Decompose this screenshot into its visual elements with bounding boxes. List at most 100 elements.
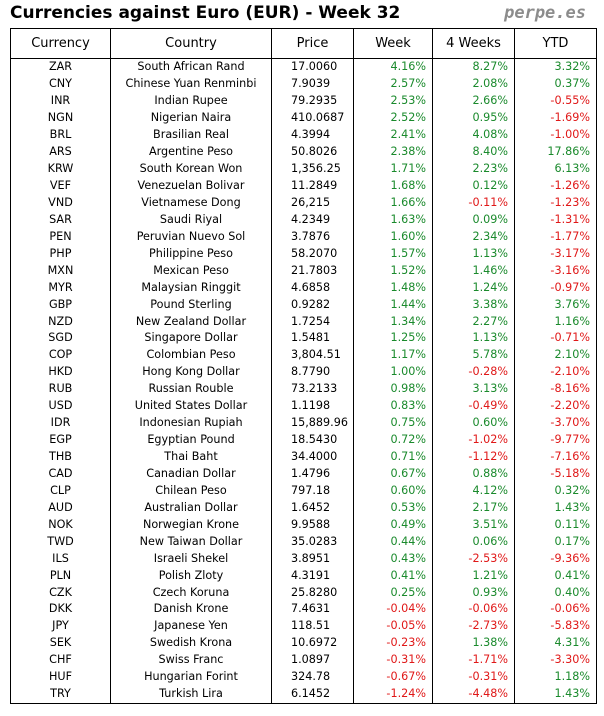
- four-weeks-change-cell: -0.31%: [432, 668, 515, 686]
- ytd-change-cell: -1.23%: [514, 194, 597, 212]
- four-weeks-change-cell: 3.51%: [432, 516, 515, 534]
- week-change-cell: 2.52%: [353, 109, 433, 127]
- four-weeks-change-cell: 1.13%: [432, 330, 515, 347]
- country-name-cell: Canadian Dollar: [110, 465, 272, 483]
- table-row: GBP Pound Sterling 0.9282 1.44% 3.38% 3.76%: [10, 296, 597, 314]
- brand-logo-text: perpe.es: [504, 3, 586, 23]
- country-name-cell: Chilean Peso: [110, 482, 272, 500]
- country-name-cell: Norwegian Krone: [110, 516, 272, 534]
- ytd-change-cell: 3.32%: [514, 58, 597, 76]
- ytd-change-cell: 1.18%: [514, 668, 597, 686]
- price-cell: 1.1198: [271, 397, 354, 415]
- week-change-cell: 1.66%: [353, 194, 433, 212]
- currency-code-cell: CLP: [10, 482, 111, 500]
- price-cell: 1.4796: [271, 465, 354, 483]
- price-cell: 17.0060: [271, 58, 354, 76]
- country-name-cell: Hong Kong Dollar: [110, 363, 272, 381]
- ytd-change-cell: 0.41%: [514, 567, 597, 585]
- country-name-cell: Mexican Peso: [110, 262, 272, 280]
- ytd-change-cell: -0.71%: [514, 330, 597, 347]
- price-cell: 6.1452: [271, 685, 354, 704]
- country-name-cell: Australian Dollar: [110, 499, 272, 517]
- currency-code-cell: PHP: [10, 245, 111, 263]
- table-row: ILS Israeli Shekel 3.8951 0.43% -2.53% -9.36%: [10, 550, 597, 568]
- currency-code-cell: SGD: [10, 330, 111, 347]
- four-weeks-change-cell: -0.49%: [432, 397, 515, 415]
- week-change-cell: 1.44%: [353, 296, 433, 314]
- country-name-cell: Colombian Peso: [110, 346, 272, 364]
- week-change-cell: -1.24%: [353, 685, 433, 704]
- ytd-change-cell: 6.13%: [514, 160, 597, 178]
- ytd-change-cell: -2.20%: [514, 397, 597, 415]
- ytd-change-cell: 0.37%: [514, 75, 597, 93]
- currency-code-cell: CNY: [10, 75, 111, 93]
- week-change-cell: 0.43%: [353, 550, 433, 568]
- price-cell: 1.5481: [271, 330, 354, 347]
- week-change-cell: 1.00%: [353, 363, 433, 381]
- price-cell: 21.7803: [271, 262, 354, 280]
- price-cell: 15,889.96: [271, 414, 354, 432]
- currency-code-cell: CZK: [10, 584, 111, 601]
- country-name-cell: Pound Sterling: [110, 296, 272, 314]
- four-weeks-change-cell: 0.06%: [432, 533, 515, 551]
- week-change-cell: 0.83%: [353, 397, 433, 415]
- table-row: NZD New Zealand Dollar 1.7254 1.34% 2.27% 1.1…: [10, 313, 597, 330]
- country-name-cell: Peruvian Nuevo Sol: [110, 228, 272, 246]
- four-weeks-change-cell: -2.53%: [432, 550, 515, 568]
- price-cell: 0.9282: [271, 296, 354, 314]
- table-row: COP Colombian Peso 3,804.51 1.17% 5.78% 2.10%: [10, 346, 597, 364]
- four-weeks-change-cell: 0.12%: [432, 177, 515, 195]
- price-cell: 1.0897: [271, 651, 354, 669]
- country-name-cell: Danish Krone: [110, 601, 272, 618]
- price-cell: 410.0687: [271, 109, 354, 127]
- currency-code-cell: CAD: [10, 465, 111, 483]
- table-row: SEK Swedish Krona 10.6972 -0.23% 1.38% 4.31%: [10, 634, 597, 652]
- header-country: Country: [110, 28, 272, 59]
- price-cell: 3.7876: [271, 228, 354, 246]
- four-weeks-change-cell: 2.34%: [432, 228, 515, 246]
- country-name-cell: United States Dollar: [110, 397, 272, 415]
- week-change-cell: -0.05%: [353, 617, 433, 635]
- currency-code-cell: KRW: [10, 160, 111, 178]
- price-cell: 4.3994: [271, 126, 354, 144]
- table-row: INR Indian Rupee 79.2935 2.53% 2.66% -0.55%: [10, 92, 597, 110]
- four-weeks-change-cell: 0.09%: [432, 211, 515, 229]
- ytd-change-cell: -1.69%: [514, 109, 597, 127]
- week-change-cell: 2.57%: [353, 75, 433, 93]
- country-name-cell: Russian Rouble: [110, 380, 272, 398]
- week-change-cell: -0.31%: [353, 651, 433, 669]
- four-weeks-change-cell: 8.40%: [432, 143, 515, 161]
- ytd-change-cell: -5.18%: [514, 465, 597, 483]
- currency-code-cell: MYR: [10, 279, 111, 297]
- currency-code-cell: COP: [10, 346, 111, 364]
- table-row: VND Vietnamese Dong 26,215 1.66% -0.11% -1.23…: [10, 194, 597, 212]
- country-name-cell: Swiss Franc: [110, 651, 272, 669]
- week-change-cell: 1.34%: [353, 313, 433, 330]
- currency-code-cell: USD: [10, 397, 111, 415]
- table-row: HKD Hong Kong Dollar 8.7790 1.00% -0.28% -2.1…: [10, 363, 597, 381]
- week-change-cell: 1.25%: [353, 330, 433, 347]
- table-row: TWD New Taiwan Dollar 35.0283 0.44% 0.06% 0.1…: [10, 533, 597, 551]
- four-weeks-change-cell: 0.60%: [432, 414, 515, 432]
- table-row: KRW South Korean Won 1,356.25 1.71% 2.23% 6.1…: [10, 160, 597, 178]
- currency-code-cell: INR: [10, 92, 111, 110]
- ytd-change-cell: -0.97%: [514, 279, 597, 297]
- header-week: Week: [353, 28, 433, 59]
- currency-code-cell: JPY: [10, 617, 111, 635]
- week-change-cell: 0.71%: [353, 448, 433, 466]
- country-name-cell: Vietnamese Dong: [110, 194, 272, 212]
- currency-code-cell: SEK: [10, 634, 111, 652]
- four-weeks-change-cell: 2.23%: [432, 160, 515, 178]
- country-name-cell: Turkish Lira: [110, 685, 272, 704]
- week-change-cell: 0.67%: [353, 465, 433, 483]
- price-cell: 11.2849: [271, 177, 354, 195]
- table-row: MYR Malaysian Ringgit 4.6858 1.48% 1.24% -0.9…: [10, 279, 597, 297]
- ytd-change-cell: -1.77%: [514, 228, 597, 246]
- currency-code-cell: CHF: [10, 651, 111, 669]
- week-change-cell: 1.48%: [353, 279, 433, 297]
- price-cell: 79.2935: [271, 92, 354, 110]
- week-change-cell: 0.75%: [353, 414, 433, 432]
- table-header-row: Currency Country Price Week 4 Weeks YTD: [10, 28, 597, 59]
- week-change-cell: 2.38%: [353, 143, 433, 161]
- week-change-cell: 1.52%: [353, 262, 433, 280]
